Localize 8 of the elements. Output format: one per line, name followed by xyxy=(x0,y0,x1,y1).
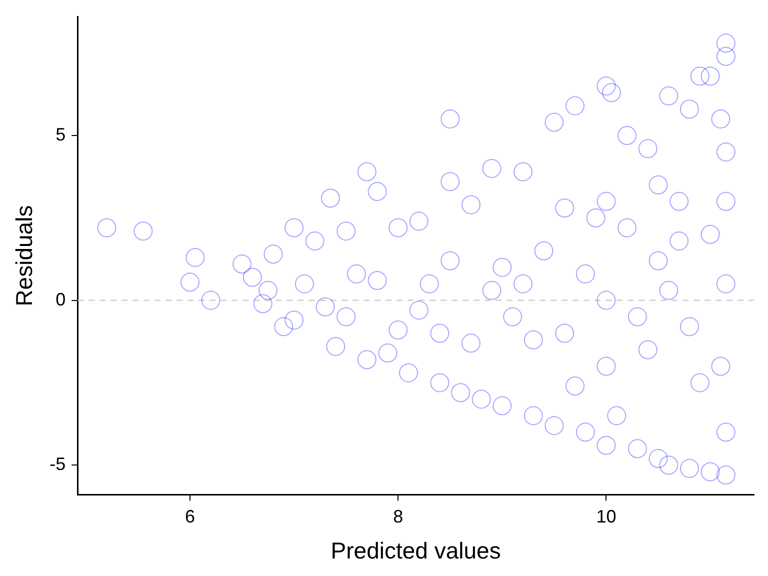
x-tick-label: 6 xyxy=(184,506,195,527)
y-tick-label: -5 xyxy=(50,454,66,474)
x-tick-label: 10 xyxy=(596,506,616,527)
y-tick-label: 0 xyxy=(56,289,66,310)
x-tick-label: 8 xyxy=(393,506,404,527)
y-tick-label: 5 xyxy=(56,124,66,144)
y-axis-title: Residuals xyxy=(11,205,38,306)
x-axis-title: Predicted values xyxy=(330,538,501,564)
